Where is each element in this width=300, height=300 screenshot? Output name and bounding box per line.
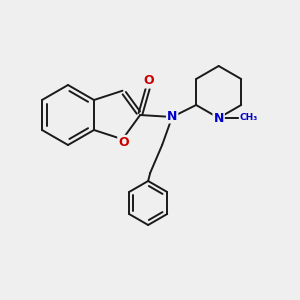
Text: O: O <box>118 136 129 149</box>
Text: N: N <box>214 112 224 124</box>
Text: CH₃: CH₃ <box>239 113 258 122</box>
Text: O: O <box>144 74 154 88</box>
Text: N: N <box>167 110 177 122</box>
